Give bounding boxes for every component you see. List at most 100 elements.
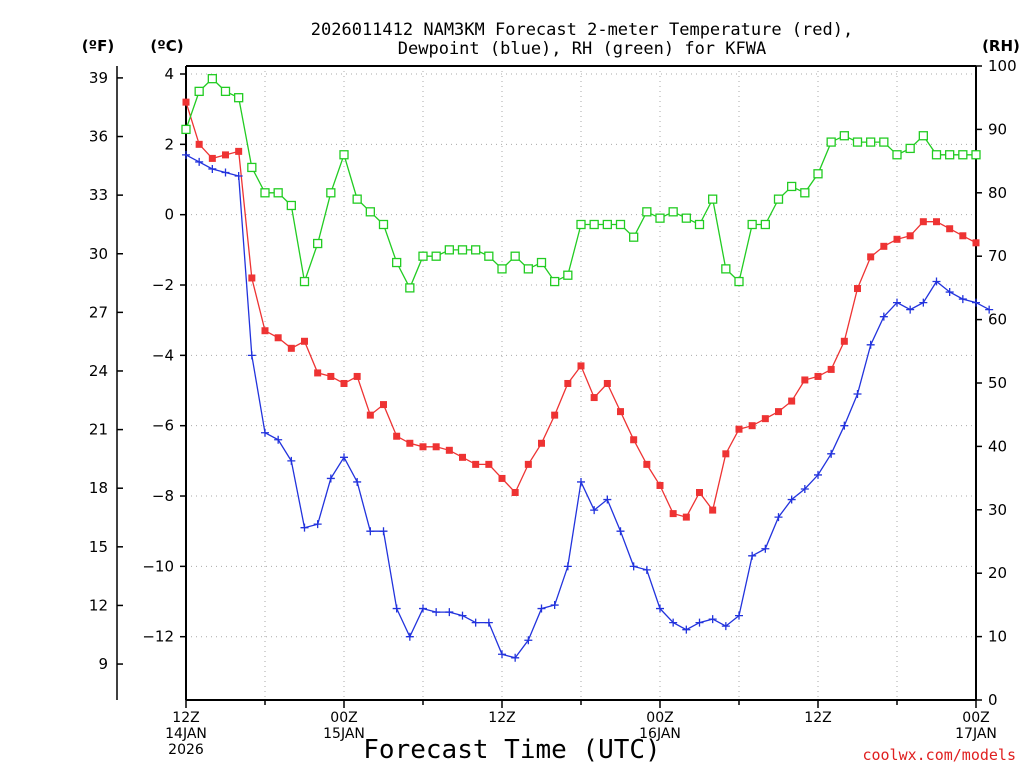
dewpoint-point [287, 456, 296, 465]
temperature-point [656, 481, 664, 489]
dewpoint-point [537, 604, 546, 613]
chart-title-line-2: Dewpoint (blue), RH (green) for KFWA [398, 39, 766, 59]
rh-point [971, 150, 981, 160]
rh-point [615, 219, 626, 230]
dewpoint-point [471, 618, 480, 627]
dewpoint-point [985, 305, 994, 314]
dewpoint-point [326, 474, 335, 483]
rh-point [326, 188, 336, 198]
gridlines [186, 66, 976, 700]
dewpoint-point [563, 562, 572, 571]
rh-point [602, 219, 612, 230]
rh-point [523, 264, 533, 274]
temperature-point [314, 369, 322, 377]
rh-point [905, 143, 915, 154]
rh-point [589, 219, 599, 230]
dewpoint-point [313, 520, 322, 529]
fahrenheit-tick-label: 30 [89, 245, 108, 263]
rh-axis-unit: (RH) [982, 37, 1020, 55]
rh-point [760, 219, 770, 230]
rh-point [220, 86, 231, 97]
rh-point [418, 251, 428, 261]
x-tick-label: 00Z [962, 710, 989, 726]
temperature-point [472, 460, 480, 468]
rh-point [207, 74, 217, 84]
temperature-point [445, 446, 453, 454]
temperature-point [195, 140, 203, 148]
dewpoint-point [629, 562, 638, 571]
dewpoint-point [590, 506, 599, 515]
rh-point [260, 188, 270, 198]
rh-point [392, 257, 402, 268]
temperature-point [840, 337, 848, 345]
temperature-point [590, 394, 598, 402]
temperature-point [182, 98, 190, 106]
temperature-point [564, 379, 572, 387]
temperature-point [854, 285, 861, 293]
x-tick-label: 12Z [488, 710, 515, 726]
celsius-tick-label: 0 [164, 206, 174, 224]
temperature-point [498, 474, 506, 482]
dewpoint-point [366, 527, 375, 536]
temperature-point [775, 408, 782, 416]
dewpoint-point [445, 608, 454, 617]
dewpoint-point [695, 618, 704, 627]
rh-point [866, 137, 876, 147]
rh-point [576, 219, 586, 230]
dewpoint-point [735, 611, 743, 620]
celsius-tick-label: −4 [152, 346, 174, 364]
rh-point [444, 245, 454, 255]
x-tick-label: 00Z [330, 710, 357, 726]
rh-point [471, 245, 481, 255]
rh-point [773, 194, 784, 204]
dewpoint-point [642, 565, 651, 574]
dewpoint-point [656, 604, 664, 613]
temperature-point [906, 232, 914, 240]
dewpoint-point [919, 298, 928, 307]
fahrenheit-tick-label: 9 [98, 655, 108, 673]
dewpoint-point [208, 164, 217, 173]
celsius-tick-label: −8 [152, 487, 174, 505]
rh-point [721, 264, 731, 274]
dewpoint-point [958, 295, 967, 304]
rh-tick-label: 0 [988, 691, 998, 709]
fahrenheit-tick-label: 21 [89, 421, 108, 439]
dewpoint-point [774, 513, 783, 522]
dewpoint-point [840, 421, 849, 430]
x-tick-label: 14JAN [165, 726, 207, 742]
rh-tick-label: 50 [988, 374, 1007, 392]
temperature-point [643, 460, 651, 468]
rh-point [563, 270, 573, 280]
temperature-point [301, 337, 308, 345]
rh-tick-label: 60 [988, 311, 1007, 329]
rh-point [945, 150, 955, 160]
celsius-tick-label: −2 [152, 276, 174, 294]
temperature-point [722, 450, 730, 458]
temperature-point [946, 225, 954, 233]
rh-point [234, 93, 244, 103]
rh-tick-label: 40 [988, 437, 1007, 455]
celsius-tick-label: −12 [142, 628, 174, 646]
fahrenheit-tick-label: 33 [89, 186, 108, 204]
rh-tick-label: 20 [988, 564, 1007, 582]
temperature-point [419, 443, 427, 451]
rh-point [286, 200, 296, 211]
temperature-point [669, 510, 677, 518]
dewpoint-point [866, 340, 875, 349]
dewpoint-point [247, 351, 256, 360]
rh-point [194, 86, 204, 97]
dewpoint-point [392, 604, 401, 613]
dewpoint-point [814, 470, 822, 479]
dewpoint-point [379, 527, 388, 536]
temperature-point [222, 151, 229, 159]
dewpoint-point [879, 312, 888, 321]
temperature-point [630, 436, 638, 444]
temperature-point [788, 397, 796, 405]
fahrenheit-tick-label: 27 [89, 303, 108, 321]
dewpoint-point [748, 551, 757, 560]
dewpoint-point [498, 650, 506, 659]
temperature-point [511, 489, 519, 497]
temperature-point [617, 408, 624, 416]
rh-point [839, 131, 849, 141]
rh-point [457, 245, 468, 255]
